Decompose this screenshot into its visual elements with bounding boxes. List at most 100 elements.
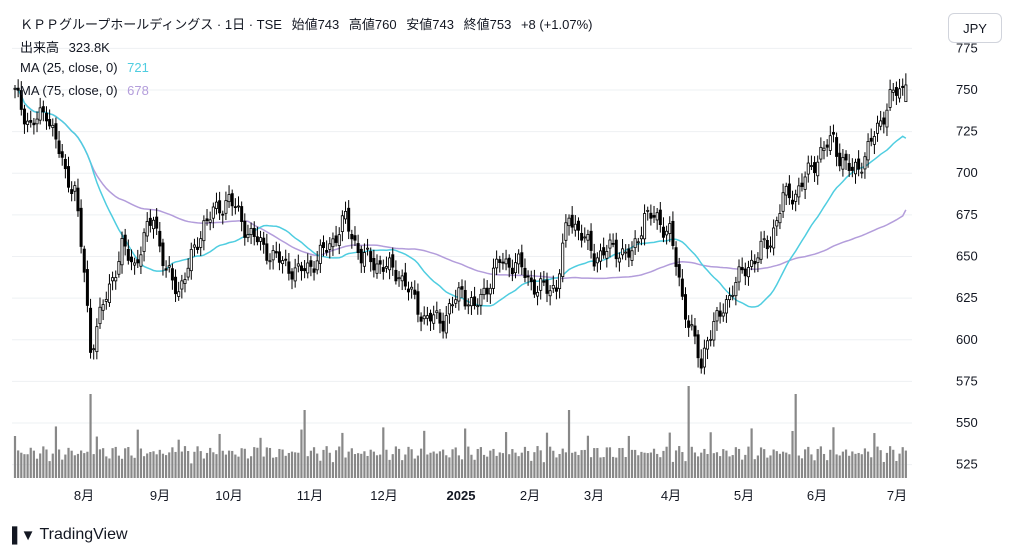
- candle-body: [520, 252, 524, 268]
- candle-body: [76, 187, 80, 212]
- volume-bar: [80, 450, 83, 478]
- volume-bar: [432, 451, 435, 478]
- candle-body: [451, 304, 455, 307]
- candle-body: [139, 254, 143, 267]
- volume-bar: [624, 457, 627, 478]
- volume-bar: [627, 435, 630, 478]
- tradingview-brand[interactable]: ▌▼ TradingView: [12, 526, 128, 544]
- candle-body: [255, 236, 259, 243]
- volume-bar: [410, 449, 413, 478]
- candle-body: [142, 232, 146, 252]
- candle-body: [230, 193, 234, 207]
- candle-body: [866, 141, 870, 161]
- volume-bar: [791, 431, 794, 478]
- volume-bar: [567, 410, 571, 478]
- candle-body: [186, 267, 190, 278]
- volume-bar: [646, 453, 649, 478]
- volume-bar: [190, 463, 193, 478]
- candle-body: [114, 277, 118, 282]
- volume-bar: [297, 452, 300, 478]
- candle-body: [551, 285, 555, 289]
- time-tick-label: 4月: [661, 488, 681, 503]
- candle-body: [495, 258, 499, 269]
- volume-bar: [533, 452, 536, 478]
- volume-bar: [105, 456, 108, 478]
- price-chart[interactable]: 525 550 575 600 625 650 675 700 725 750 775 8月 9月 10…: [0, 0, 1024, 510]
- volume-bars: [13, 386, 907, 478]
- candle-body: [259, 237, 263, 242]
- volume-bar: [20, 452, 23, 478]
- volume-bar: [709, 432, 712, 478]
- volume-bar: [344, 457, 347, 478]
- ma75-legend[interactable]: MA (75, close, 0) 678: [20, 83, 149, 98]
- candle-body: [479, 293, 483, 306]
- candle-body: [432, 314, 436, 324]
- candle-body: [51, 124, 55, 128]
- candle-body: [425, 315, 429, 319]
- candle-body: [775, 220, 779, 227]
- candle-body: [753, 261, 757, 265]
- candle-body: [29, 120, 33, 123]
- candle-body: [120, 238, 124, 266]
- candle-body: [876, 122, 880, 134]
- price-tick-label: 625: [956, 290, 978, 305]
- volume-bar: [678, 446, 681, 478]
- candle-body: [48, 119, 52, 127]
- candle-body: [13, 87, 17, 90]
- candle-body: [743, 268, 747, 277]
- volume-bar: [775, 451, 778, 478]
- candle-body: [287, 261, 291, 274]
- close-label: 終値: [463, 17, 490, 32]
- volume-bar: [347, 451, 350, 478]
- candle-body: [22, 108, 26, 125]
- candle-body: [381, 267, 385, 272]
- candle-body: [117, 261, 121, 275]
- candle-body: [236, 205, 241, 208]
- candle-body: [683, 294, 688, 320]
- volume-label: 出来高: [20, 40, 60, 55]
- volume-bar: [227, 450, 231, 478]
- candle-body: [488, 287, 492, 295]
- volume-bar: [863, 448, 867, 478]
- volume-bar: [237, 456, 240, 478]
- time-tick-label: 2月: [520, 488, 540, 503]
- volume-bar: [734, 447, 737, 478]
- volume-bar: [42, 446, 45, 478]
- candle-body: [658, 209, 662, 226]
- volume-bar: [781, 451, 785, 478]
- volume-bar: [652, 448, 656, 478]
- volume-bar: [26, 454, 29, 478]
- volume-bar: [429, 452, 432, 478]
- currency-button[interactable]: JPY: [948, 13, 1002, 43]
- candle-body: [491, 267, 495, 289]
- candle-body: [347, 207, 351, 232]
- candle-body: [183, 279, 187, 284]
- candle-body: [422, 315, 426, 320]
- volume-bar: [467, 446, 470, 478]
- volume-bar: [611, 456, 615, 478]
- candle-body: [129, 256, 133, 263]
- candle-body: [457, 287, 461, 302]
- candle-body: [762, 238, 766, 241]
- ma25-legend[interactable]: MA (25, close, 0) 721: [20, 60, 149, 75]
- candle-body: [724, 299, 728, 314]
- volume-bar: [523, 446, 527, 478]
- candle-body: [643, 213, 647, 240]
- candle-body: [809, 165, 813, 167]
- volume-bar: [580, 450, 583, 478]
- candle-body: [400, 275, 404, 282]
- volume-bar: [561, 448, 564, 478]
- candle-body: [825, 144, 829, 148]
- volume-bar: [48, 461, 51, 478]
- volume-bar: [882, 461, 885, 478]
- volume-bar: [256, 447, 259, 478]
- candle-body: [759, 240, 763, 260]
- candle-body: [334, 235, 338, 243]
- candle-body: [356, 243, 360, 254]
- candle-body: [671, 220, 675, 246]
- candle-body: [325, 249, 329, 253]
- candle-body: [98, 306, 102, 325]
- candle-body: [369, 251, 373, 263]
- price-tick-label: 575: [956, 373, 978, 388]
- volume-bar: [142, 456, 146, 478]
